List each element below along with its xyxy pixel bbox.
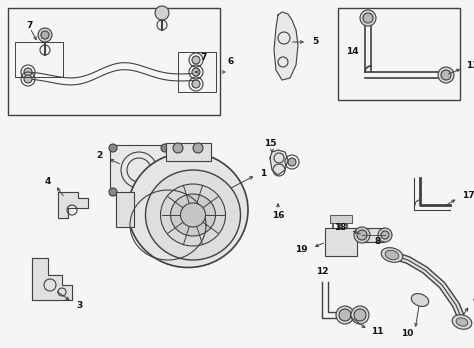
Text: 9: 9 — [473, 298, 474, 307]
Circle shape — [381, 231, 389, 239]
Circle shape — [192, 68, 200, 76]
Polygon shape — [58, 192, 88, 218]
Ellipse shape — [146, 170, 240, 260]
Circle shape — [24, 75, 32, 83]
Text: 11: 11 — [371, 327, 383, 337]
Circle shape — [363, 13, 373, 23]
Bar — [110, 145, 168, 195]
Bar — [330, 215, 352, 223]
Circle shape — [193, 143, 203, 153]
Ellipse shape — [161, 184, 226, 246]
Bar — [116, 192, 134, 227]
Circle shape — [288, 158, 296, 166]
Text: 2: 2 — [97, 151, 103, 160]
Text: 3: 3 — [76, 301, 82, 309]
Ellipse shape — [181, 203, 206, 227]
Bar — [8, 8, 220, 115]
Circle shape — [192, 56, 200, 64]
Bar — [338, 8, 460, 100]
Text: 6: 6 — [228, 57, 234, 66]
Text: 18: 18 — [335, 223, 347, 232]
Polygon shape — [270, 150, 288, 175]
Text: 4: 4 — [45, 177, 51, 187]
Polygon shape — [32, 258, 72, 300]
Text: 8: 8 — [375, 237, 381, 246]
Circle shape — [336, 306, 354, 324]
Text: 19: 19 — [295, 245, 308, 254]
Text: 7: 7 — [27, 21, 33, 30]
Circle shape — [192, 80, 200, 88]
Circle shape — [161, 188, 169, 196]
Bar — [362, 228, 384, 242]
Text: 13: 13 — [466, 62, 474, 71]
Circle shape — [441, 70, 451, 80]
Circle shape — [438, 67, 454, 83]
Circle shape — [360, 10, 376, 26]
Circle shape — [173, 143, 183, 153]
Circle shape — [155, 6, 169, 20]
Text: 7: 7 — [200, 54, 206, 63]
Circle shape — [161, 144, 169, 152]
Ellipse shape — [381, 248, 403, 262]
Text: 5: 5 — [312, 38, 318, 47]
Text: 10: 10 — [401, 330, 413, 339]
Circle shape — [357, 230, 367, 240]
Text: 14: 14 — [346, 47, 358, 56]
Bar — [325, 228, 357, 256]
Ellipse shape — [171, 194, 216, 236]
Ellipse shape — [452, 315, 472, 329]
Text: 1: 1 — [260, 168, 266, 177]
Polygon shape — [274, 12, 298, 80]
Circle shape — [339, 309, 351, 321]
Circle shape — [109, 144, 117, 152]
Circle shape — [109, 188, 117, 196]
Ellipse shape — [456, 318, 468, 326]
Text: 15: 15 — [264, 139, 276, 148]
Circle shape — [24, 68, 32, 76]
Circle shape — [38, 28, 52, 42]
Ellipse shape — [411, 294, 428, 307]
Text: 12: 12 — [316, 268, 328, 277]
Bar — [178, 52, 216, 92]
Circle shape — [354, 309, 366, 321]
Circle shape — [378, 228, 392, 242]
Circle shape — [354, 227, 370, 243]
Circle shape — [41, 31, 49, 39]
Bar — [166, 143, 211, 161]
Ellipse shape — [128, 152, 248, 268]
Ellipse shape — [385, 250, 399, 260]
Text: 17: 17 — [462, 191, 474, 200]
Bar — [15, 42, 63, 77]
Text: 16: 16 — [272, 211, 284, 220]
Circle shape — [351, 306, 369, 324]
